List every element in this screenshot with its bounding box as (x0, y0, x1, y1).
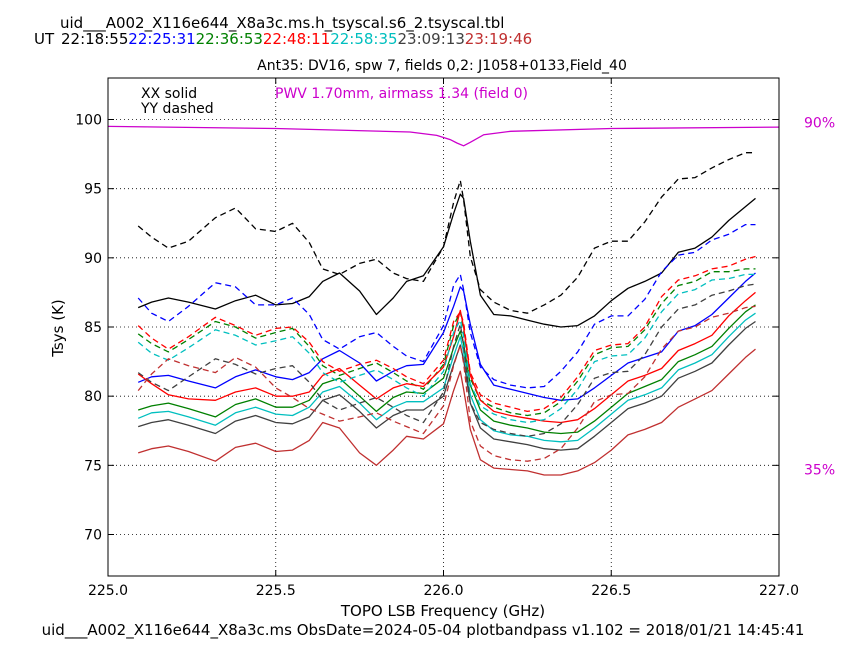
header-time-5: 23:09:13 (398, 30, 465, 48)
right-labels: 90% 35% (804, 115, 835, 478)
header-time-6: 23:19:46 (465, 30, 532, 48)
header-time-1: 22:25:31 (128, 30, 195, 48)
y-tick-label-4: 90 (84, 251, 102, 267)
series-yy-3 (137, 223, 756, 389)
legend-yy-dashed: YY dashed (140, 101, 214, 117)
header-ut-label: UT (34, 30, 55, 48)
series-yy-13 (137, 305, 756, 462)
header-time-0: 22:18:55 (61, 30, 128, 48)
x-axis-label: TOPO LSB Frequency (GHz) (340, 602, 545, 620)
header-time-3: 22:48:11 (263, 30, 330, 48)
header-times: 22:18:55 22:25:31 22:36:53 22:48:11 22:58:35… (61, 30, 532, 48)
series-xx-0 (137, 193, 756, 328)
series-yy-1 (137, 152, 756, 314)
legend-xx-solid: XX solid (141, 86, 197, 102)
x-tick-label-4: 227.0 (759, 583, 799, 599)
series-yy-9 (137, 273, 756, 424)
y-tick-label-5: 95 (84, 182, 102, 198)
x-tick-label-3: 226.5 (591, 583, 631, 599)
x-tick-label-0: 225.0 (88, 583, 128, 599)
pwv-annotation: PWV 1.70mm, airmass 1.34 (field 0) (275, 86, 528, 102)
y-tick-label-2: 80 (84, 389, 102, 405)
y-tick-label-0: 70 (84, 528, 102, 544)
x-tick-label-1: 225.5 (256, 583, 296, 599)
chart-title: Ant35: DV16, spw 7, fields 0,2: J1058+01… (257, 58, 627, 74)
series-xx-2 (137, 272, 756, 401)
series-lines (137, 152, 756, 476)
header-time-4: 22:58:35 (330, 30, 397, 48)
right-label-1: 35% (804, 462, 835, 478)
footer-info: uid___A002_X116e644_X8a3c.ms ObsDate=202… (42, 621, 805, 640)
header-filename: uid___A002_X116e644_X8a3c.ms.h_tsyscal.s… (60, 14, 504, 33)
pwv-curve-group (108, 125, 779, 147)
y-tick-label-3: 85 (84, 320, 102, 336)
series-yy-7 (137, 255, 756, 413)
right-label-0: 90% (804, 115, 835, 131)
series-xx-12 (138, 348, 756, 476)
header-time-2: 22:36:53 (196, 30, 263, 48)
series-yy-11 (137, 283, 756, 437)
plot-border (107, 77, 780, 577)
y-axis-label: Tsys (K) (49, 299, 67, 358)
pwv-curve (108, 125, 779, 147)
y-tick-label-1: 75 (84, 458, 102, 474)
x-tick-label-2: 226.0 (423, 583, 463, 599)
series-xx-8 (137, 312, 756, 443)
y-tick-label-6: 100 (75, 113, 102, 129)
